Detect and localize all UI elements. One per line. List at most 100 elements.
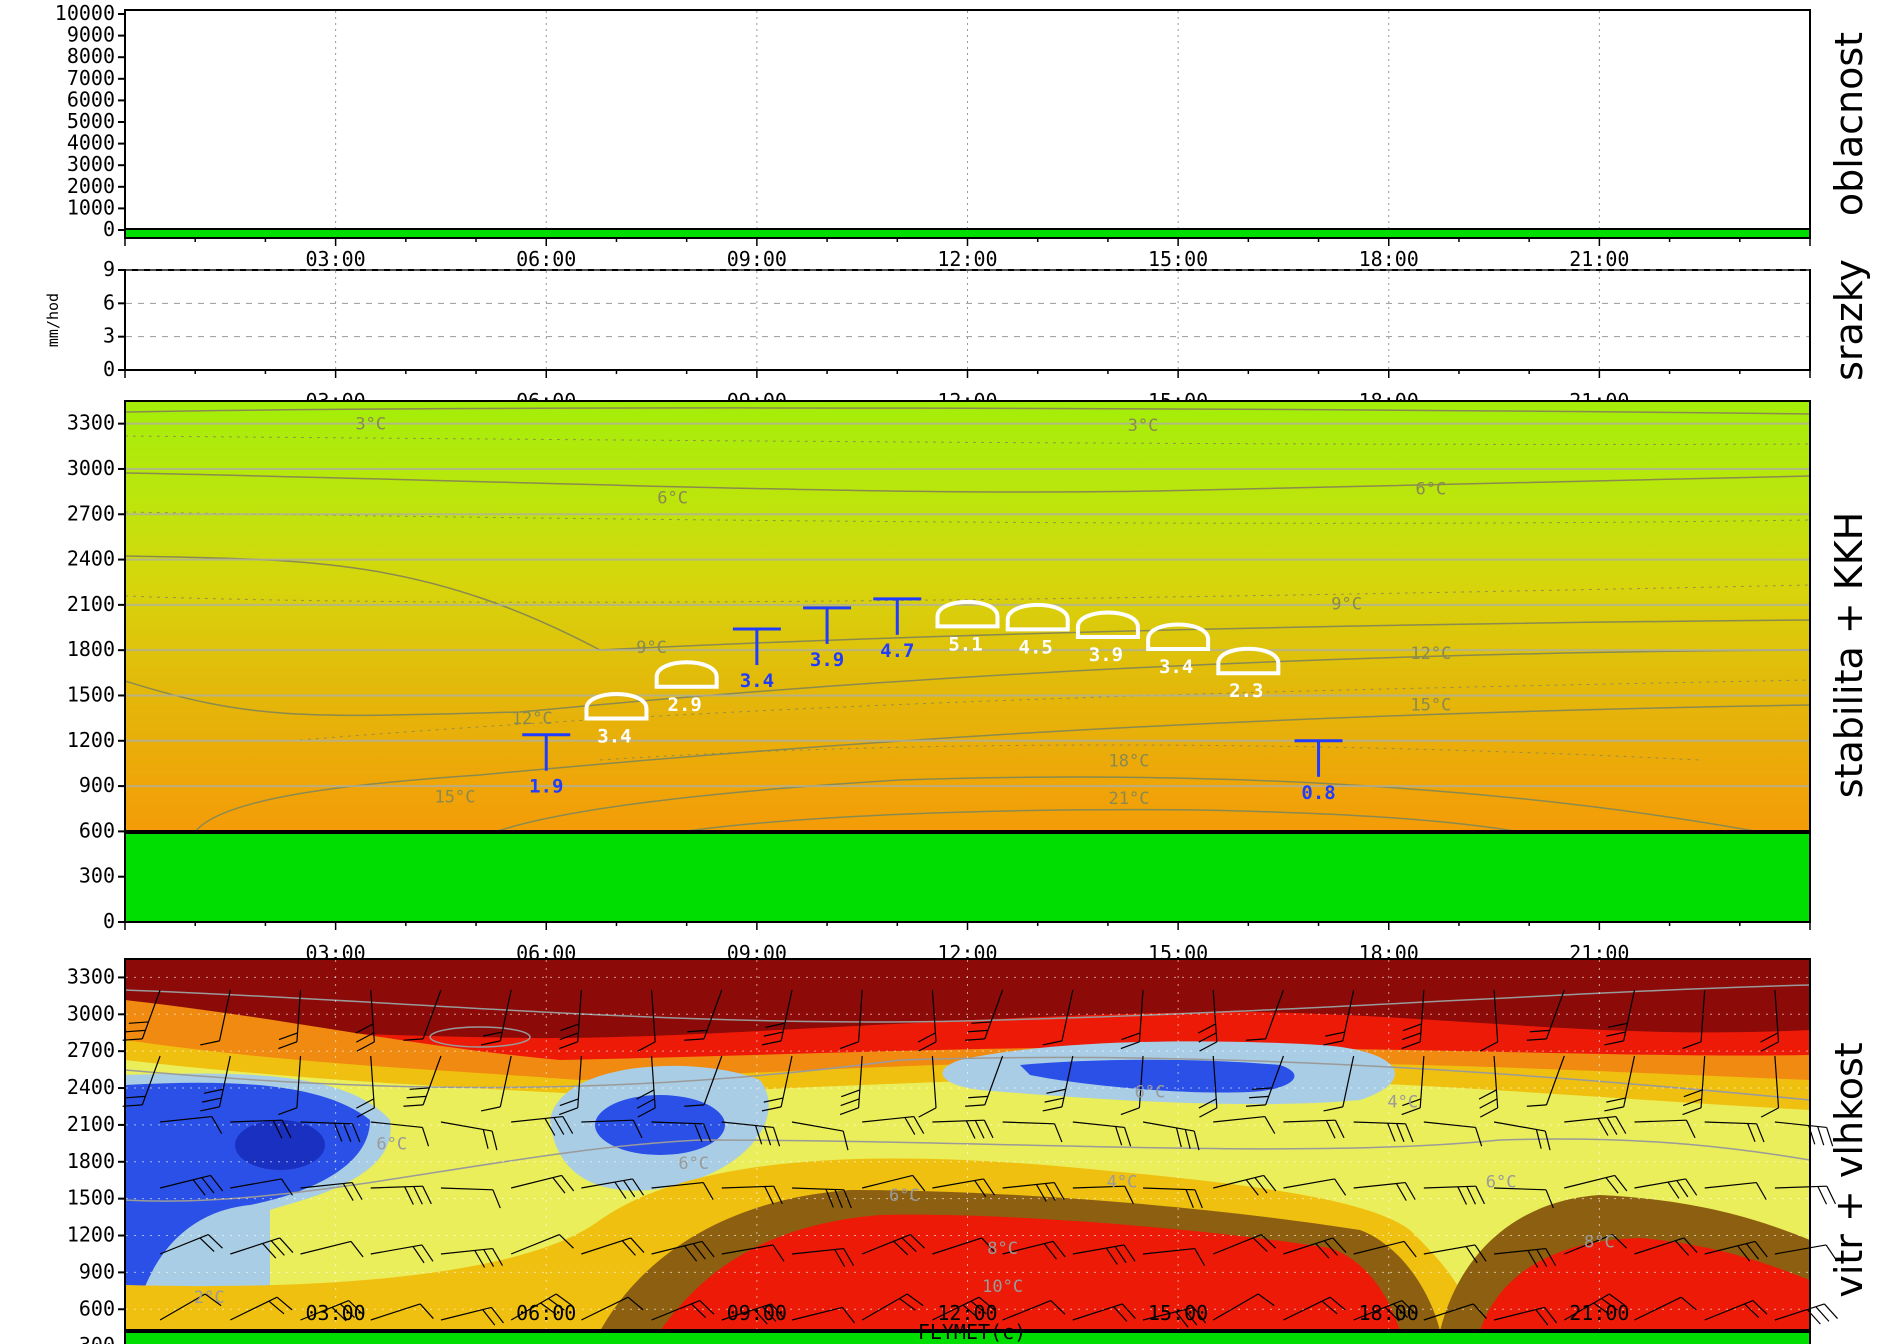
cumulus-marker: 2.9 [654,660,719,716]
wind-barb [861,1233,925,1256]
cumulus-marker: 3.4 [1146,622,1211,678]
stability-field [125,401,1810,832]
thermal-value: 3.9 [810,649,844,671]
wind-barb [721,1185,783,1205]
isotherm-label: 9°C [1331,594,1362,614]
wind-barb [1564,1174,1628,1194]
wind-barb [1323,1055,1355,1112]
wind-barb [440,1187,501,1209]
y-tick-label: 7000 [67,66,115,90]
wind-barb [200,989,231,1046]
wind-barb [1002,1181,1065,1202]
wind-barb [721,1303,785,1325]
wind-barb [440,1247,504,1268]
wind-barb [1245,1055,1285,1107]
wind-barb [839,1055,863,1116]
wind-barb [1142,1121,1200,1151]
wind-barb [1072,1185,1134,1205]
y-tick-label: 2700 [67,1038,115,1062]
y-tick-label: 2400 [67,547,115,571]
wind-barb [356,1055,375,1118]
x-tick-label: 09:00 [727,1301,787,1325]
thermal-value: 4.7 [880,640,914,662]
thermal-value: 2.3 [1229,680,1263,702]
wind-barb [791,1121,849,1151]
y-tick-label: 2700 [67,501,115,525]
footer-credit: FLYMET(c) [918,1320,1026,1344]
wind-barb [511,1115,574,1136]
wind-barb [1682,989,1706,1050]
thermal-value: 3.4 [1159,656,1193,678]
wind-barb [1283,1237,1347,1259]
wind-barb [370,1303,434,1321]
wind-barb [1042,1055,1074,1112]
wind-barb [510,1293,573,1321]
wind-barb [1493,1121,1551,1151]
y-tick-label: 6000 [67,87,115,111]
x-tick-label: 12:00 [937,247,997,271]
wind-barb [1480,989,1499,1052]
wind-barb [637,989,656,1052]
thermal-value: 0.8 [1301,782,1335,804]
wind-barb [1704,1181,1767,1200]
wind-barb [581,1178,645,1199]
wind-barb [1682,1055,1706,1116]
x-tick-label: 18:00 [1359,247,1419,271]
isotherm-label: 6°C [1416,480,1447,500]
wind-barb [1142,1187,1203,1209]
y-tick-label: 3 [103,324,115,348]
wind-barb [1323,989,1355,1046]
cloudiness-panel: 0100020003000400050006000700080009000100… [55,1,1871,271]
y-tick-label: 6 [103,290,115,314]
wind-barb [1774,1185,1837,1205]
wind-barb [651,1181,714,1200]
wind-barb [300,1240,364,1258]
y-tick-label: 1000 [67,195,115,219]
wind-barb [1478,1055,1499,1118]
stability-panel: 3°C 3°C 6°C 6°C 9°C 9°C 12°C 12°C 15°C 15°C 18°C 21… [67,400,1871,965]
wind-barb [965,1055,1004,1107]
stability-side-title: stabilita + KKH [1827,512,1871,798]
wind-barb [932,1119,994,1139]
wind-barb [230,1237,294,1259]
wind-barb [1283,1296,1346,1321]
wind-barb [761,989,793,1046]
y-tick-label: 2400 [67,1075,115,1099]
y-tick-label: 3300 [67,411,115,435]
precipitation-unit-label: mm/hod [44,293,62,347]
wind-barb [559,1055,582,1116]
y-tick-label: 900 [79,773,115,797]
wind-barb [200,1055,231,1112]
y-tick-label: 0 [103,909,115,933]
wind-barb [861,1293,924,1321]
y-tick-label: 3000 [67,152,115,176]
wind-barb [761,1055,793,1112]
isotherm-label: 21°C [1109,789,1150,809]
wind-barb [122,989,161,1041]
wind-barb [1212,1293,1275,1321]
isotherm-label: 12°C [512,709,553,729]
wind-barb [791,1306,856,1324]
x-tick-label: 06:00 [516,247,576,271]
y-tick-label: 2100 [67,1112,115,1136]
isotherm-label: 15°C [435,788,476,808]
precipitation-panel: 036903:0006:0009:0012:0015:0018:0021:00 … [44,257,1871,413]
wind-barb [1704,1299,1768,1321]
wind-barb [370,1185,432,1205]
wind-barb [1563,1293,1626,1321]
isotherm-label: 8°C [987,1239,1018,1259]
wind-barb [1353,1121,1414,1143]
wind-barb [510,1233,574,1255]
wind-barb [1604,1055,1636,1112]
wind-barb [480,989,512,1046]
isotherm-label: 15°C [1410,696,1451,716]
cumulus-marker: 4.5 [1005,602,1070,658]
wind-barb [1526,989,1565,1041]
wind-barb [721,1244,785,1262]
wind-barb [278,1055,302,1116]
wind-barb [1526,1055,1565,1107]
y-tick-label: 1500 [67,1186,115,1210]
isotherm-label: 8°C [1584,1233,1615,1253]
wind-barb [440,1121,498,1151]
